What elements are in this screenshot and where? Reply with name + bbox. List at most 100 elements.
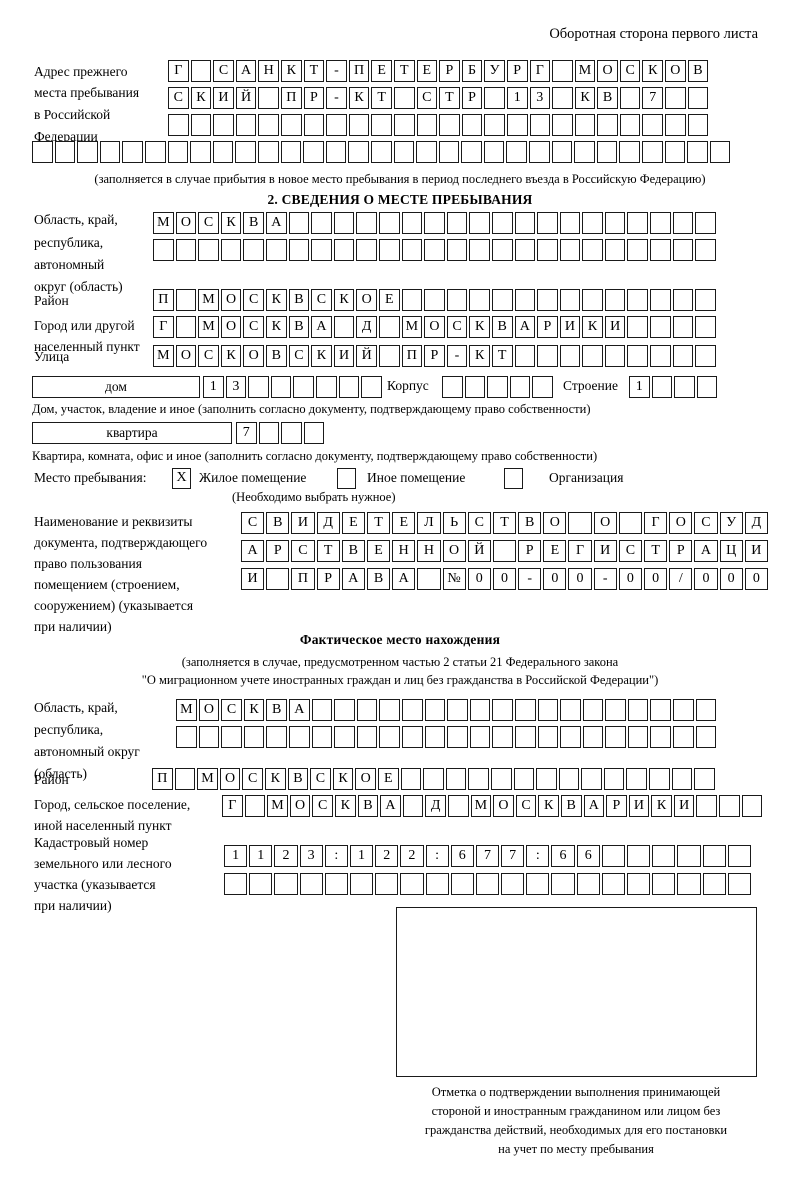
char-cell[interactable]: С: [168, 87, 189, 109]
char-cell[interactable]: [492, 726, 513, 748]
char-cell[interactable]: Г: [644, 512, 668, 534]
char-cell[interactable]: 3: [299, 845, 323, 867]
char-cell[interactable]: [514, 726, 536, 748]
char-cell[interactable]: Е: [341, 512, 365, 534]
char-cell[interactable]: [416, 141, 437, 163]
char-cell[interactable]: У: [484, 60, 505, 82]
char-cell[interactable]: [695, 345, 716, 367]
char-cell[interactable]: О: [243, 345, 264, 367]
char-cell[interactable]: М: [176, 699, 197, 721]
char-cell[interactable]: [288, 726, 310, 748]
char-cell[interactable]: [198, 726, 220, 748]
char-cell[interactable]: [333, 316, 355, 338]
char-cell[interactable]: О: [665, 60, 686, 82]
char-cell[interactable]: [665, 87, 686, 109]
char-cell[interactable]: В: [287, 768, 309, 790]
char-cell[interactable]: [235, 141, 256, 163]
char-cell[interactable]: А: [241, 540, 265, 562]
char-cell[interactable]: Д: [316, 512, 340, 534]
char-cell[interactable]: П: [401, 345, 423, 367]
char-cell[interactable]: [425, 873, 449, 895]
char-cell[interactable]: Р: [537, 316, 558, 338]
char-cell[interactable]: М: [153, 345, 174, 367]
checkbox-organizatsiya[interactable]: [504, 468, 523, 489]
char-cell[interactable]: В: [687, 60, 709, 82]
cadastral-row-2[interactable]: [224, 873, 751, 895]
char-cell[interactable]: [265, 239, 287, 261]
char-cell[interactable]: Т: [316, 540, 340, 562]
char-cell[interactable]: [416, 114, 438, 136]
char-cell[interactable]: -: [593, 568, 617, 590]
char-cell[interactable]: [303, 114, 325, 136]
char-cell[interactable]: В: [243, 212, 264, 234]
char-cell[interactable]: [619, 141, 641, 163]
char-cell[interactable]: Е: [371, 60, 392, 82]
char-cell[interactable]: Е: [378, 289, 400, 311]
char-cell[interactable]: [695, 212, 716, 234]
char-cell[interactable]: [673, 726, 694, 748]
char-cell[interactable]: В: [560, 795, 582, 817]
char-cell[interactable]: [582, 289, 603, 311]
char-cell[interactable]: [224, 873, 248, 895]
char-cell[interactable]: Р: [303, 87, 325, 109]
char-cell[interactable]: [671, 768, 693, 790]
char-cell[interactable]: [605, 699, 626, 721]
char-cell[interactable]: Е: [416, 60, 438, 82]
char-cell[interactable]: 1: [249, 845, 273, 867]
char-cell[interactable]: [650, 345, 671, 367]
char-cell[interactable]: [402, 795, 424, 817]
char-cell[interactable]: [190, 141, 211, 163]
char-cell[interactable]: С: [618, 540, 642, 562]
char-cell[interactable]: [464, 376, 486, 398]
char-cell[interactable]: [393, 141, 415, 163]
char-cell[interactable]: К: [582, 316, 603, 338]
char-cell[interactable]: [469, 289, 490, 311]
char-cell[interactable]: [311, 726, 333, 748]
char-cell[interactable]: А: [235, 60, 257, 82]
char-cell[interactable]: 0: [744, 568, 768, 590]
char-cell[interactable]: О: [219, 768, 241, 790]
char-cell[interactable]: Б: [461, 60, 483, 82]
char-cell[interactable]: [559, 345, 581, 367]
char-cell[interactable]: К: [243, 699, 265, 721]
char-cell[interactable]: [601, 873, 625, 895]
char-cell[interactable]: М: [574, 60, 596, 82]
char-cell[interactable]: [582, 345, 603, 367]
char-cell[interactable]: [492, 699, 513, 721]
char-cell[interactable]: [468, 768, 489, 790]
char-cell[interactable]: [167, 141, 189, 163]
char-cell[interactable]: [461, 114, 483, 136]
char-cell[interactable]: Т: [439, 87, 460, 109]
char-cell[interactable]: [696, 376, 718, 398]
flat-number-cells[interactable]: 7: [236, 422, 325, 444]
char-cell[interactable]: [582, 726, 604, 748]
char-cell[interactable]: К: [469, 316, 490, 338]
char-cell[interactable]: [375, 873, 399, 895]
char-cell[interactable]: [677, 845, 701, 867]
char-cell[interactable]: О: [442, 540, 466, 562]
char-cell[interactable]: Р: [506, 60, 528, 82]
char-cell[interactable]: [627, 699, 649, 721]
char-cell[interactable]: [672, 316, 694, 338]
char-cell[interactable]: Р: [669, 540, 693, 562]
char-cell[interactable]: [175, 316, 197, 338]
char-cell[interactable]: С: [619, 60, 641, 82]
char-cell[interactable]: [235, 114, 257, 136]
char-cell[interactable]: [618, 512, 642, 534]
char-cell[interactable]: И: [213, 87, 234, 109]
char-cell[interactable]: [551, 141, 573, 163]
char-cell[interactable]: -: [326, 60, 347, 82]
char-cell[interactable]: [311, 212, 332, 234]
char-cell[interactable]: К: [190, 87, 212, 109]
char-cell[interactable]: Т: [393, 60, 415, 82]
char-cell[interactable]: :: [526, 845, 550, 867]
char-cell[interactable]: С: [694, 512, 718, 534]
char-cell[interactable]: [532, 376, 553, 398]
char-cell[interactable]: :: [324, 845, 348, 867]
char-cell[interactable]: [687, 114, 709, 136]
char-cell[interactable]: [417, 568, 441, 590]
